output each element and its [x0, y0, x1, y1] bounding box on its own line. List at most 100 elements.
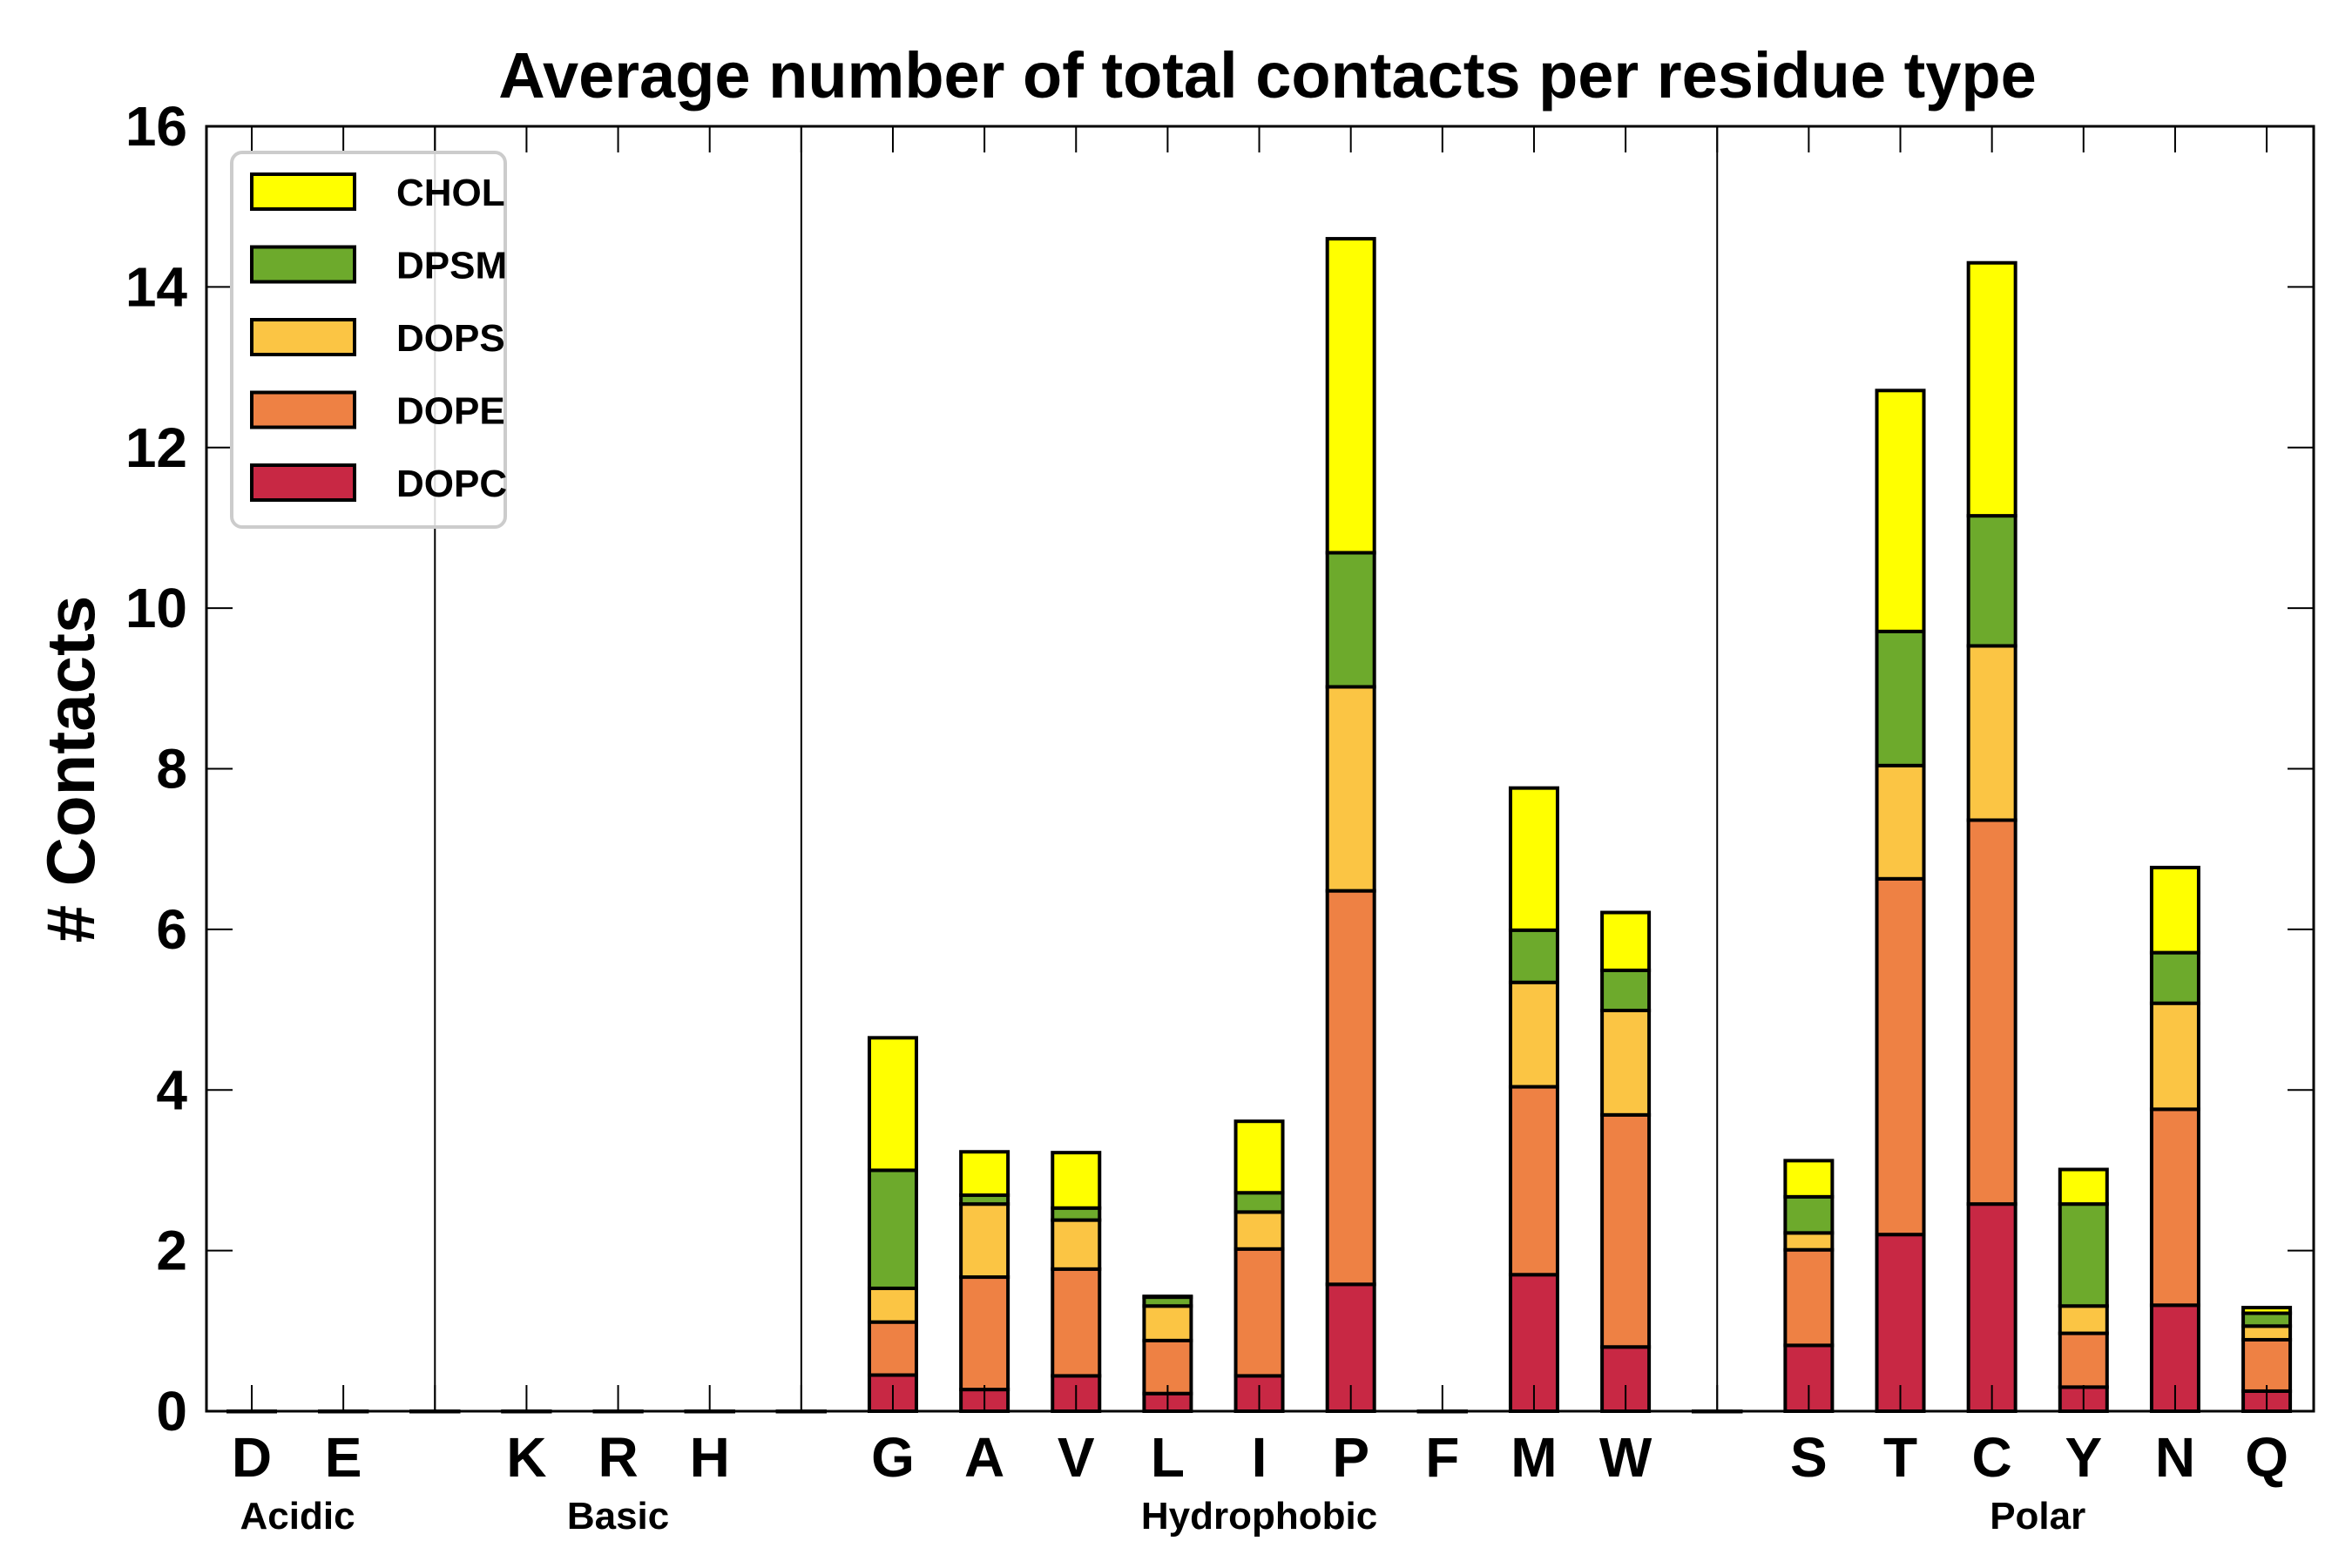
bar-segment-dope-Y [2058, 1331, 2109, 1389]
bar-segment-dopc-T [1875, 1233, 1926, 1413]
bar-segment-dope-Q [2241, 1337, 2293, 1393]
bar-segment-dops-P [1325, 685, 1376, 893]
bar-segment-dops-G [867, 1286, 918, 1324]
legend-swatch-dops [250, 318, 356, 356]
bar-segment-chol-I [1233, 1119, 1285, 1195]
bar-segment-dops-S [1783, 1231, 1835, 1252]
bar-segment-dpsm-M [1508, 928, 1559, 984]
y-tick-label: 12 [125, 416, 187, 479]
legend-swatch-dopc [250, 463, 356, 502]
y-tick-label: 10 [125, 577, 187, 639]
y-tick-label: 8 [156, 738, 187, 801]
bar-segment-dops-W [1600, 1008, 1652, 1117]
bar-segment-dpsm-Y [2058, 1202, 2109, 1308]
x-tick-label-Y: Y [2065, 1426, 2102, 1489]
bar-segment-chol-Y [2058, 1167, 2109, 1206]
y-tick-label: 16 [125, 95, 187, 158]
bar-segment-chol-M [1508, 786, 1559, 932]
group-label-hydrophobic: Hydrophobic [1141, 1495, 1377, 1538]
x-tick-label-R: R [598, 1426, 638, 1489]
bar-segment-dope-V [1051, 1267, 1102, 1378]
bar-segment-dops-N [2149, 1001, 2200, 1112]
x-tick-label-K: K [506, 1426, 546, 1489]
y-tick-labels: 0 2 4 6 8 10 12 14 16 [125, 95, 188, 1443]
x-tick-label-F: F [1425, 1426, 1459, 1489]
bar-segment-dpsm-S [1783, 1194, 1835, 1235]
y-axis-label: # Contacts [32, 596, 109, 943]
x-tick-label-H: H [690, 1426, 730, 1489]
x-tick-label-L: L [1151, 1426, 1185, 1489]
bar-segment-dpsm-T [1875, 629, 1926, 767]
x-tick-label-T: T [1883, 1426, 1917, 1489]
bar-stack-layer [226, 237, 2293, 1414]
bar-segment-dope-I [1233, 1247, 1285, 1378]
bar-segment-dops-Q [2241, 1324, 2293, 1342]
plot-frame [205, 125, 2315, 1413]
bar-segment-chol-S [1783, 1159, 1835, 1199]
y-tick-label: 6 [156, 898, 187, 961]
bar-segment-dope-N [2149, 1107, 2200, 1308]
legend-label-dops: DOPS [396, 317, 505, 360]
group-labels: Acidic Basic Hydrophobic Polar [240, 1495, 2086, 1538]
bar-segment-dope-T [1875, 876, 1926, 1237]
bar-segment-chol-T [1875, 389, 1926, 633]
bar-segment-chol-G [867, 1036, 918, 1173]
y-tick-label: 14 [125, 255, 188, 318]
y-tick-label: 0 [156, 1380, 187, 1443]
bar-segment-dops-Y [2058, 1304, 2109, 1335]
group-label-polar: Polar [1990, 1495, 2085, 1538]
bar-segment-dpsm-V [1051, 1206, 1102, 1222]
bar-segment-dops-M [1508, 980, 1559, 1089]
bar-segment-dope-S [1783, 1247, 1835, 1348]
legend-label-dope: DOPE [396, 390, 505, 433]
x-tick-label-W: W [1599, 1426, 1652, 1489]
bar-segment-dops-V [1051, 1218, 1102, 1271]
legend-swatch-dope [250, 390, 356, 429]
x-tick-label-E: E [325, 1426, 362, 1489]
bar-segment-chol-N [2149, 865, 2200, 955]
bar-segment-dope-W [1600, 1112, 1652, 1349]
x-tick-label-C: C [1972, 1426, 2012, 1489]
bar-segment-dpsm-Q [2241, 1311, 2293, 1328]
bar-segment-chol-W [1600, 910, 1652, 972]
bar-segment-dope-A [959, 1275, 1010, 1392]
bar-segment-dpsm-P [1325, 551, 1376, 689]
legend-swatch-chol [250, 172, 356, 211]
group-label-acidic: Acidic [240, 1495, 355, 1538]
x-tick-label-S: S [1790, 1426, 1828, 1489]
bar-segment-dopc-C [1966, 1202, 2017, 1413]
bar-segment-dpsm-C [1966, 514, 2017, 648]
bar-segment-dpsm-I [1233, 1191, 1285, 1214]
x-tick-label-P: P [1332, 1426, 1369, 1489]
bar-segment-chol-P [1325, 237, 1376, 555]
bar-segment-chol-L [1142, 1294, 1193, 1300]
bar-segment-dops-I [1233, 1210, 1285, 1251]
bar-segment-dope-C [1966, 818, 2017, 1206]
x-tick-label-A: A [964, 1426, 1004, 1489]
legend-label-dopc: DOPC [396, 463, 507, 505]
legend-swatch-dpsm [250, 245, 356, 284]
y-tick-label: 4 [156, 1058, 187, 1121]
bar-segment-dope-G [867, 1320, 918, 1377]
bar-segment-dops-C [1966, 644, 2017, 822]
legend-label-dpsm: DPSM [396, 245, 507, 287]
bar-segment-chol-V [1051, 1151, 1102, 1210]
x-tick-label-M: M [1511, 1426, 1557, 1489]
x-tick-label-D: D [232, 1426, 272, 1489]
bar-segment-dops-L [1142, 1304, 1193, 1342]
bar-segment-chol-Q [2241, 1306, 2293, 1315]
y-tick-label: 2 [156, 1220, 187, 1282]
x-tick-label-N: N [2155, 1426, 2195, 1489]
bar-segment-dope-M [1508, 1085, 1559, 1277]
legend: CHOL DPSM DOPS DOPE DOPC [230, 151, 507, 529]
bar-segment-dpsm-N [2149, 950, 2200, 1005]
bar-segment-dops-A [959, 1202, 1010, 1280]
x-tick-label-G: G [871, 1426, 915, 1489]
bar-segment-dops-T [1875, 763, 1926, 881]
bar-segment-dpsm-G [867, 1168, 918, 1290]
bar-segment-dope-P [1325, 889, 1376, 1287]
x-tick-label-V: V [1058, 1426, 1095, 1489]
x-tick-label-I: I [1252, 1426, 1267, 1489]
